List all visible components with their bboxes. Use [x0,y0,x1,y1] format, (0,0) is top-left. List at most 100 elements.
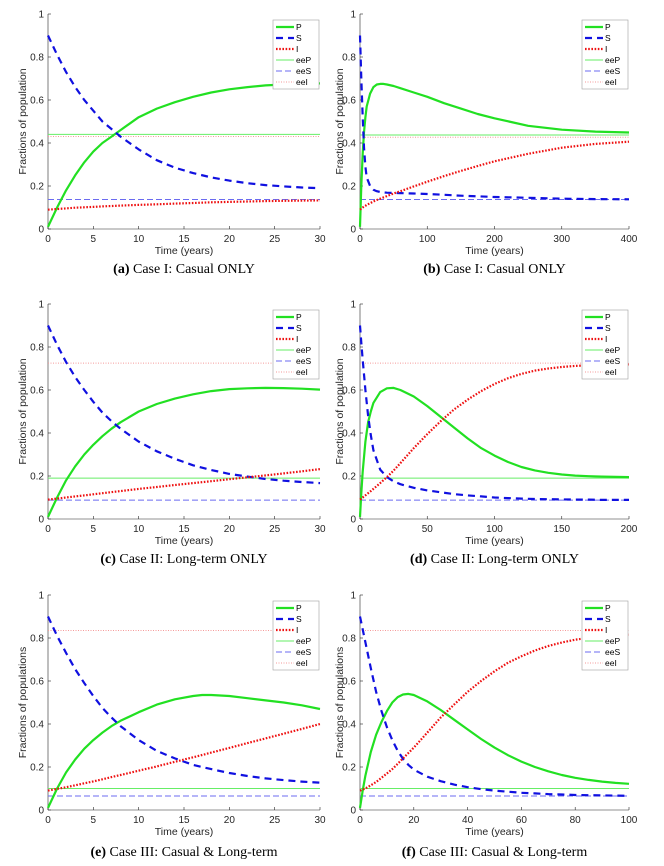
y-tick-label: 1 [350,300,356,311]
y-tick-label: 0.2 [30,182,44,193]
y-tick-label: 0.4 [30,139,44,150]
series-line-S [47,325,321,485]
y-tick-label: 1 [38,300,44,311]
x-tick-label: 20 [224,524,236,535]
y-tick-label: 0 [350,225,356,236]
y-tick-label: 0.2 [342,472,356,483]
legend-box [581,309,629,380]
x-tick-label: 10 [133,234,145,245]
y-tick-label: 0.8 [342,343,356,354]
series-line-S [358,325,629,501]
x-tick-label: 15 [178,815,190,826]
legend-label-eeI: eeI [605,658,617,668]
series-line-S [358,616,630,797]
panel-caption: (a) Case I: Casual ONLY [113,262,255,277]
series-line-I [47,468,321,501]
x-tick-label: 25 [269,524,281,535]
x-tick-label: 20 [408,815,420,826]
series-line-I [359,633,630,792]
y-tick-label: 0.2 [30,763,44,774]
y-tick-label: 1 [38,10,44,21]
legend-label-eeI: eeI [296,658,308,668]
legend-box [272,600,320,671]
legend-box [272,309,320,380]
y-axis-label: Fractions of population [17,68,29,174]
legend-label-eeP: eeP [605,636,620,646]
legend-label-S: S [605,614,611,624]
chart-panel-b: 0 0.2 0.4 0.6 0.8 1 0 100 200 300 400 Time (years) F… [334,10,638,278]
legend-box [581,600,629,671]
legend-label-S: S [296,614,302,624]
x-tick-label: 5 [91,815,97,826]
series-line-P [47,386,321,518]
x-tick-label: 100 [486,524,503,535]
x-tick-label: 5 [91,524,97,535]
x-tick-label: 40 [462,815,474,826]
legend-label-eeI: eeI [296,367,308,377]
y-tick-label: 0.6 [30,677,44,688]
y-tick-label: 0.4 [30,720,44,731]
legend-label-eeS: eeS [296,356,311,366]
legend-label-S: S [605,33,611,43]
legend-label-I: I [296,625,298,635]
y-tick-label: 0.6 [342,96,356,107]
series-line-I [359,140,630,211]
y-tick-label: 0.8 [342,53,356,64]
legend-label-eeP: eeP [605,55,620,65]
caption-text: Case II: Long-term ONLY [116,552,268,567]
x-tick-label: 150 [553,524,570,535]
panel-caption: (c) Case II: Long-term ONLY [100,552,267,567]
legend-label-S: S [296,33,302,43]
x-tick-label: 0 [357,524,363,535]
series-line-P [358,692,630,809]
x-tick-label: 15 [178,234,190,245]
y-tick-label: 0.4 [342,429,356,440]
y-tick-label: 0.8 [342,634,356,645]
series-line-I [359,363,630,501]
panel-caption: (e) Case III: Casual & Long-term [91,845,278,860]
y-tick-label: 1 [350,591,356,602]
y-tick-label: 1 [350,10,356,21]
legend-label-eeI: eeI [296,77,308,87]
x-tick-label: 0 [357,815,363,826]
series-line-I [47,199,321,211]
legend-label-I: I [296,44,298,54]
legend-label-P: P [296,603,302,613]
x-tick-label: 10 [133,524,145,535]
legend-label-I: I [605,44,607,54]
y-tick-label: 0.2 [342,182,356,193]
y-tick-label: 0 [350,515,356,526]
x-tick-label: 0 [357,234,363,245]
legend-label-I: I [605,334,607,344]
x-axis-label: Time (years) [155,826,214,838]
legend-label-eeS: eeS [296,66,311,76]
x-tick-label: 30 [314,815,326,826]
caption-text: Case II: Long-term ONLY [427,552,579,567]
legend-label-eeS: eeS [605,647,620,657]
x-tick-label: 200 [621,524,638,535]
legend-label-P: P [605,22,611,32]
caption-panel-letter: (f) [402,845,416,860]
legend-label-eeP: eeP [296,55,311,65]
x-tick-label: 60 [516,815,528,826]
panel-caption: (d) Case II: Long-term ONLY [410,552,579,567]
caption-panel-letter: (e) [91,845,107,860]
caption-text: Case I: Casual ONLY [129,262,254,277]
chart-panel-f: 0 0.2 0.4 0.6 0.8 1 0 20 40 60 80 100 Time (years) Fr… [334,591,638,861]
y-tick-label: 0.4 [342,720,356,731]
legend-label-P: P [605,312,611,322]
x-axis-label: Time (years) [465,535,524,547]
x-tick-label: 20 [224,234,236,245]
series-line-P [47,693,321,809]
y-tick-label: 1 [38,591,44,602]
x-tick-label: 100 [419,234,436,245]
y-tick-label: 0.4 [30,429,44,440]
y-axis-label: Fractions of populations [334,647,346,758]
series-line-S [358,35,630,201]
